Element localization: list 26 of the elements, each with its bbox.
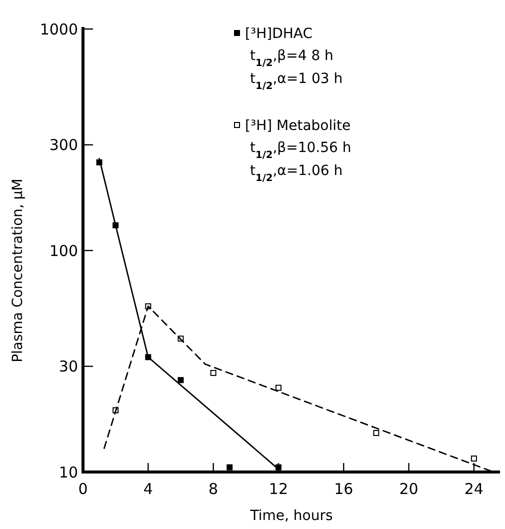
x-tick-label: 0: [78, 480, 88, 498]
x-tick-label: 16: [334, 480, 354, 498]
point: [226, 464, 233, 470]
y-tick-label: 30: [58, 358, 78, 376]
y-tick-label: 10: [58, 463, 78, 482]
x-tick-label: 24: [464, 480, 484, 498]
x-tick-label: 12: [268, 480, 288, 498]
point: [373, 430, 380, 436]
point: [178, 377, 184, 384]
annotation: t$_{1/2}$,α=1 03 h: [250, 71, 343, 92]
x-tick-label: 20: [399, 480, 418, 498]
y-tick-label: 100: [49, 242, 78, 260]
x-tick-label: 4: [143, 480, 153, 498]
point: [470, 456, 477, 462]
annotation: t$_{1/2}$,α=1.06 h: [250, 163, 343, 184]
y-axis-title: Plasma Concentration, µM: [10, 178, 26, 362]
point: [275, 384, 282, 391]
legend-label: [³H] Metabolite: [245, 118, 351, 134]
annotation: t$_{1/2}$,β=4 8 h: [250, 48, 334, 68]
y-tick-label: 300: [49, 136, 78, 154]
point: [210, 370, 216, 376]
annotation: t$_{1/2}$,β=10.56 h: [250, 140, 352, 160]
x-tick-label: 8: [208, 480, 218, 498]
y-tick-label: 1000: [40, 20, 78, 38]
legend-label: [³H]DHAC: [245, 26, 313, 42]
x-axis-title: Time, hours: [249, 508, 333, 524]
